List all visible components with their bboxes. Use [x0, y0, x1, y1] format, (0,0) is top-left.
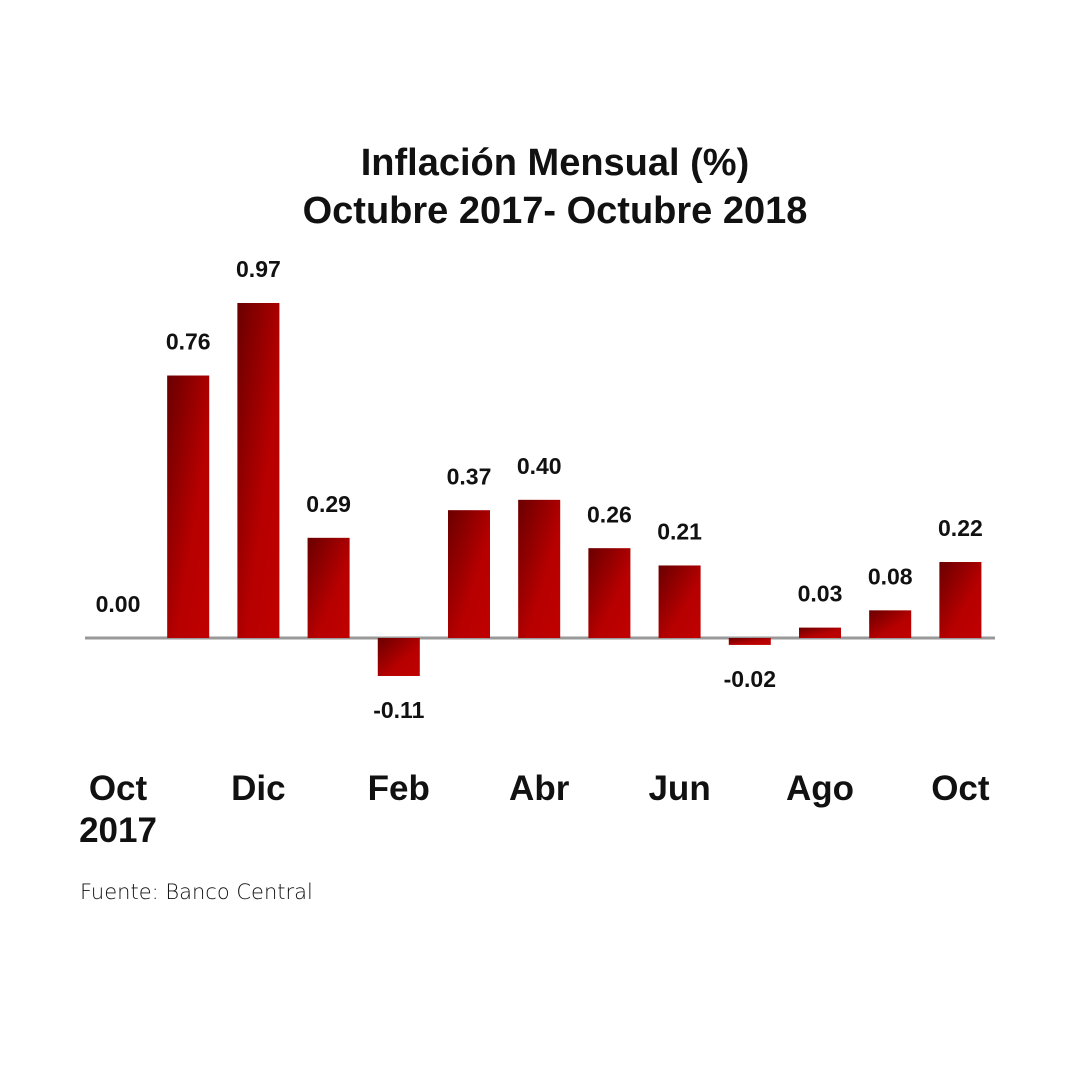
x-tick-label: Ago	[785, 769, 855, 808]
value-label: -0.11	[373, 697, 424, 723]
chart-title: Inflación Mensual (%)	[361, 142, 749, 184]
value-label: -0.02	[724, 666, 776, 692]
bar-shade	[307, 537, 350, 638]
x-tick-label: Jun	[648, 769, 711, 808]
bar-shade	[167, 375, 210, 638]
bar-shade	[728, 638, 771, 645]
source-note: Fuente: Banco Central	[80, 880, 313, 904]
value-label: 0.26	[587, 501, 632, 527]
bar-shade	[869, 610, 912, 638]
value-label: 0.97	[236, 256, 281, 282]
value-label: 0.08	[868, 563, 913, 589]
x-tick-label: Oct 2017	[79, 769, 157, 850]
bar-shade	[377, 638, 420, 676]
value-label: 0.29	[306, 491, 351, 517]
value-label: 0.21	[657, 519, 702, 545]
bar-shade	[448, 510, 490, 638]
bar-shade	[939, 562, 982, 638]
x-tick-label: Feb	[367, 769, 430, 808]
chart-subtitle: Octubre 2017- Octubre 2018	[303, 190, 808, 232]
bar-shade	[658, 565, 701, 638]
bar-shade	[518, 499, 561, 638]
value-label: 0.22	[938, 515, 983, 541]
x-tick-label: Dic	[231, 769, 286, 808]
x-tick-label: Oct	[931, 769, 990, 808]
value-label: 0.76	[166, 329, 211, 355]
value-label: 0.03	[798, 581, 843, 607]
value-label: 0.37	[447, 463, 492, 489]
x-tick-label: Abr	[509, 769, 570, 808]
bar-shade	[237, 303, 280, 638]
value-label: 0.40	[517, 453, 562, 479]
bar-shade	[799, 627, 841, 638]
value-label: 0.00	[96, 591, 141, 617]
bar-shade	[588, 548, 631, 638]
